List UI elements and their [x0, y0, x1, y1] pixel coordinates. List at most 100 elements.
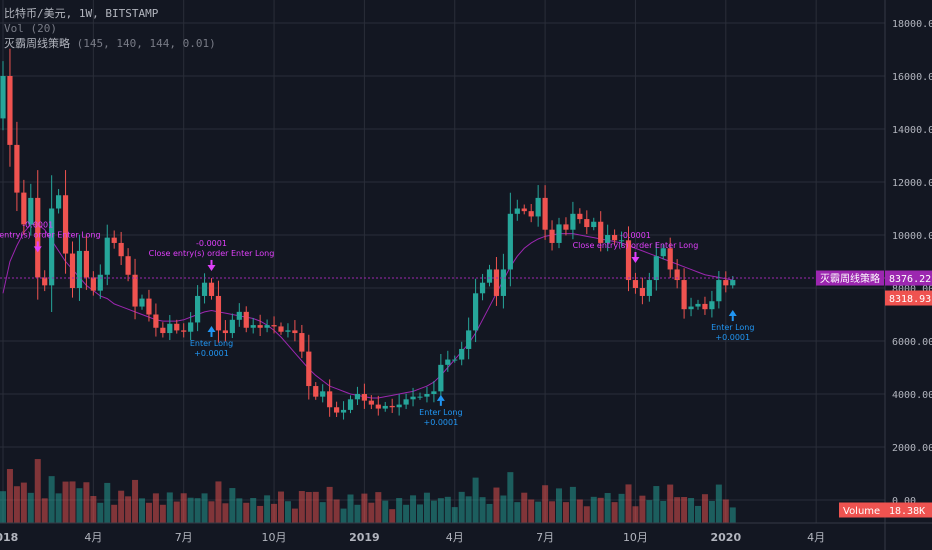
enter-long-qty: +0.0001	[423, 418, 458, 427]
candle-body	[438, 364, 444, 392]
volume-bar	[430, 500, 437, 523]
volume-bar	[556, 488, 562, 523]
volume-bar	[159, 504, 166, 523]
volume-bar	[674, 497, 681, 523]
volume-bar	[62, 481, 69, 523]
candle-body	[306, 351, 312, 387]
candle-body	[598, 221, 604, 243]
volume-bar	[396, 497, 403, 523]
enter-long-arrow	[728, 310, 737, 317]
volume-bar	[375, 492, 382, 523]
volume-bar	[625, 484, 632, 523]
strategy-price-tag-name: 灭霸周线策略	[820, 272, 880, 285]
volume-bar	[41, 498, 48, 523]
volume-bar	[69, 481, 76, 523]
strategy-params: (145, 140, 144, 0.01)	[76, 37, 216, 50]
candle-body	[229, 319, 235, 334]
strategy-label[interactable]: 灭霸周线策略 (145, 140, 144, 0.01)	[4, 36, 216, 51]
candle-body	[271, 325, 277, 327]
candle-body	[459, 348, 465, 360]
time-tick-label: 10月	[262, 531, 287, 544]
volume-bar	[403, 504, 410, 523]
candle-body	[181, 330, 187, 332]
volume-bar	[298, 491, 305, 523]
candle-body	[542, 197, 548, 230]
volume-bar	[528, 499, 535, 523]
enter-long-qty: +0.0001	[715, 333, 750, 342]
candle-body	[493, 269, 500, 296]
volume-bar	[229, 488, 236, 523]
candle-body	[174, 323, 180, 331]
candle-body	[222, 330, 228, 334]
volume-bar	[451, 507, 458, 523]
last-price-tag-value: 8318.93	[889, 294, 931, 305]
candle-body	[361, 394, 367, 401]
candle-body	[417, 396, 423, 398]
volume-bar	[34, 459, 41, 523]
candle-body	[584, 219, 590, 228]
candle-body	[132, 274, 138, 307]
candle-body	[514, 208, 520, 214]
candle-body	[264, 325, 270, 328]
candle-body	[257, 325, 263, 328]
candle-body	[570, 213, 576, 230]
candle-body	[403, 399, 409, 405]
candle-body	[208, 282, 215, 296]
candle-body	[160, 327, 166, 334]
volume-bar	[368, 502, 375, 523]
strategy-price-tag-value: 8376.22	[889, 274, 931, 285]
volume-bar	[597, 497, 604, 523]
volume-bar	[493, 487, 500, 523]
close-entry-arrow	[207, 264, 216, 271]
candle-body	[42, 277, 48, 286]
candle-body	[466, 330, 472, 349]
candle-body	[723, 280, 729, 286]
candle-body	[327, 391, 333, 408]
volume-bar	[125, 496, 132, 523]
candle-body	[250, 325, 256, 328]
close-entry-label: Close entry(s) order Enter Long	[0, 230, 101, 239]
candle-body	[28, 197, 34, 225]
volume-bar	[729, 507, 736, 523]
candle-body	[695, 303, 701, 307]
grid-lines	[0, 0, 885, 523]
volume-bar	[340, 508, 347, 523]
candle-body	[452, 359, 458, 361]
volume-bar	[333, 499, 340, 523]
volume-indicator-label[interactable]: Vol (20)	[4, 22, 57, 35]
volume-bar	[152, 493, 159, 523]
candle-body	[188, 322, 194, 332]
time-tick-label: 2019	[349, 531, 380, 544]
candle-body	[368, 400, 374, 405]
volume-bar	[389, 509, 396, 523]
close-entry-qty: -0.0001	[620, 231, 651, 240]
candle-body	[153, 314, 159, 328]
volume-bar	[13, 486, 20, 523]
candle-body	[639, 288, 645, 296]
volume-bar	[145, 502, 152, 523]
volume-bar	[319, 502, 326, 523]
candle-body	[674, 269, 680, 281]
volume-bar	[667, 484, 674, 523]
enter-long-label: Enter Long	[190, 339, 233, 348]
volume-bar	[646, 500, 653, 523]
time-tick-label: 2020	[710, 531, 741, 544]
candle-body	[431, 391, 437, 394]
candle-body	[0, 76, 6, 119]
volume-bar	[111, 504, 118, 523]
candle-body	[445, 359, 451, 365]
enter-long-label: Enter Long	[419, 408, 462, 417]
candle-body	[49, 208, 55, 286]
volume-bar	[708, 500, 715, 523]
price-tick-label: 8000.00	[892, 284, 932, 295]
candle-body	[605, 235, 611, 243]
price-tick-label: 0.00	[892, 496, 916, 507]
candle-body	[354, 394, 361, 400]
volume-bar	[701, 494, 708, 523]
enter-long-label: Enter Long	[711, 323, 754, 332]
candle-body	[139, 298, 145, 307]
volume-bar	[326, 486, 333, 523]
last-price-tag-bg	[885, 290, 932, 306]
candle-body	[702, 303, 708, 310]
